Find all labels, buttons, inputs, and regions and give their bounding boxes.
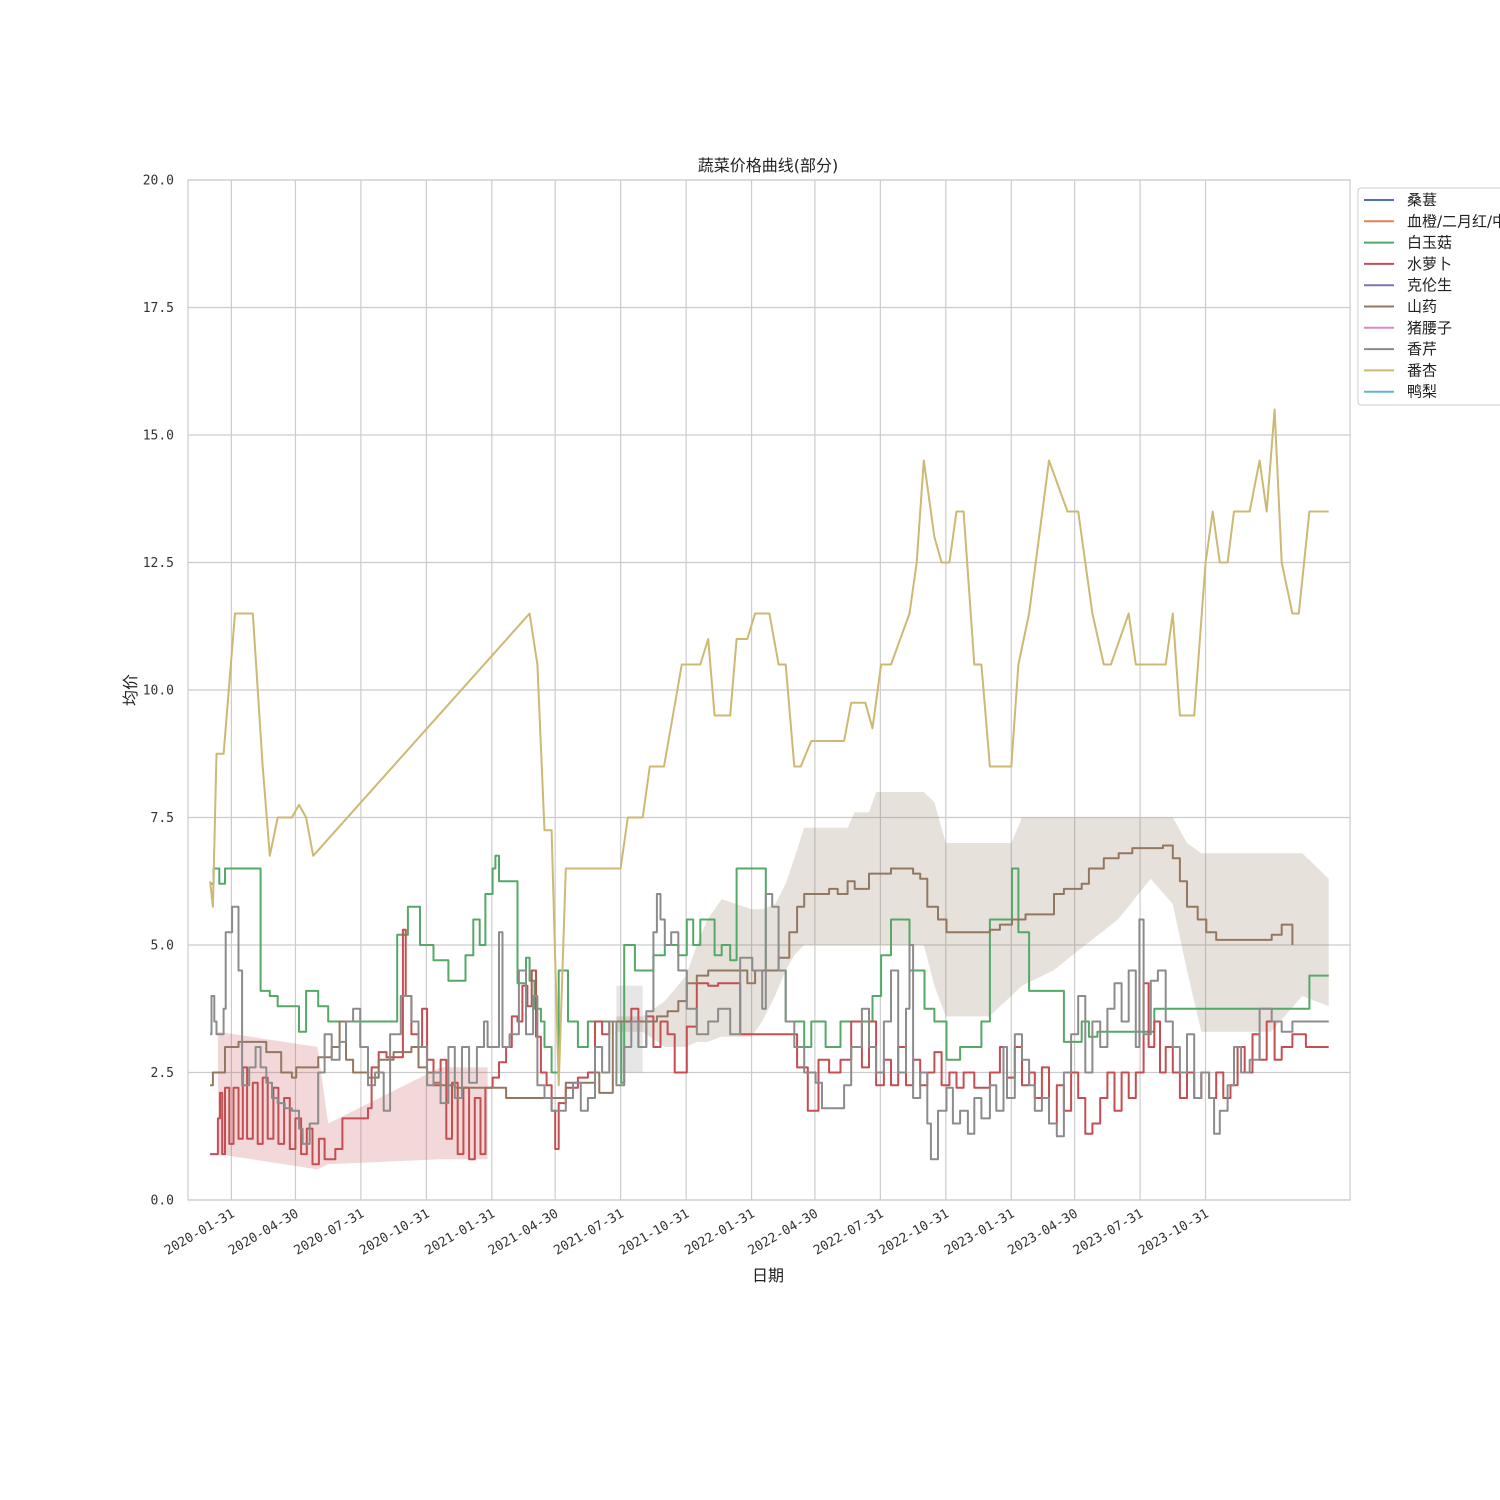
legend-entry-label: 桑葚 xyxy=(1407,191,1437,209)
y-tick-label: 10.0 xyxy=(143,684,174,699)
y-tick-label: 15.0 xyxy=(143,429,174,444)
confidence-band-水萝卜 xyxy=(217,1031,488,1170)
y-tick-label: 20.0 xyxy=(143,174,174,189)
y-axis-label: 均价 xyxy=(121,674,140,706)
legend-entry-label: 猪腰子 xyxy=(1407,319,1452,337)
series-line-水萝卜 xyxy=(210,928,1329,1166)
confidence-band-山药 xyxy=(616,792,1329,1047)
legend-entry-label: 番杏 xyxy=(1407,361,1437,379)
legend-entry-label: 香芹 xyxy=(1407,340,1437,358)
y-tick-label: 0.0 xyxy=(151,1194,174,1209)
y-tick-label: 5.0 xyxy=(151,939,174,954)
y-tick-label: 17.5 xyxy=(143,301,174,316)
legend-entry-label: 白玉菇 xyxy=(1407,234,1452,252)
legend-entry-label: 血橙/二月红/中华红 xyxy=(1407,212,1500,230)
legend-entry-label: 克伦生 xyxy=(1407,276,1452,294)
confidence-bands xyxy=(217,792,1329,1170)
series-line-番杏 xyxy=(209,408,1329,1087)
y-axis-ticks: 0.0 2.5 5.0 7.5 10.0 12.5 15.0 17.5 20.0 xyxy=(143,174,174,1209)
legend-entry-label: 山药 xyxy=(1407,298,1437,316)
series-line-山药 xyxy=(210,844,1294,1099)
legend-entry-label: 水萝卜 xyxy=(1407,255,1452,273)
series-lines xyxy=(209,408,1329,1166)
y-tick-label: 2.5 xyxy=(151,1066,174,1081)
series-line-香芹 xyxy=(210,893,1329,1161)
grid xyxy=(188,179,1350,1201)
x-axis-label: 日期 xyxy=(752,1266,784,1285)
chart-title: 蔬菜价格曲线(部分) xyxy=(698,156,839,175)
y-tick-label: 12.5 xyxy=(143,556,174,571)
y-tick-label: 7.5 xyxy=(151,811,174,826)
legend-entry-label: 鸭梨 xyxy=(1407,383,1437,401)
plot-frame xyxy=(187,179,1351,1201)
confidence-band-香芹 xyxy=(616,985,643,1073)
